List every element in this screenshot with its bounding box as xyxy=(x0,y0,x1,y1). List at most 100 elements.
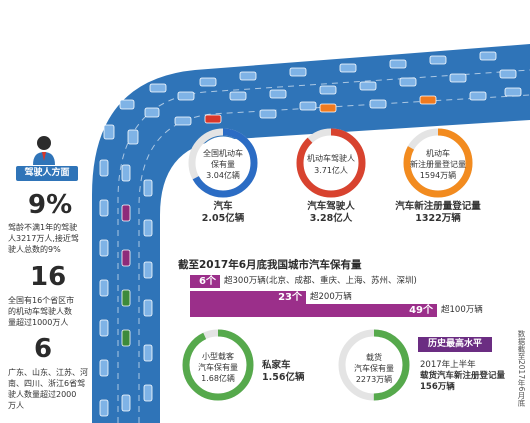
driver-section-badge: 驾驶人方面 xyxy=(16,166,78,181)
city-bar-2 xyxy=(190,291,306,304)
top-ring-2-center xyxy=(304,136,358,190)
car xyxy=(399,77,417,87)
city-bar-1 xyxy=(190,275,220,288)
ring5-inner-1: 载货 xyxy=(366,353,382,362)
top-rings xyxy=(188,128,473,198)
car xyxy=(504,87,522,97)
ring3-value: 1322万辆 xyxy=(415,213,461,224)
stat-16-desc-3: 量超过1000万人 xyxy=(8,318,69,327)
car xyxy=(119,99,135,110)
ring5-inner-3: 2273万辆 xyxy=(355,375,393,384)
ring2-inner-2: 3.71亿人 xyxy=(314,166,348,175)
city-bar-count-2: 23个 xyxy=(278,292,302,303)
car xyxy=(369,99,387,109)
car xyxy=(419,95,437,105)
ring4-inner-2: 汽车保有量 xyxy=(198,363,238,372)
city-bar-label-2: 超200万辆 xyxy=(310,292,352,302)
car xyxy=(143,384,153,402)
record-line-1: 2017年上半年 xyxy=(420,360,476,370)
car xyxy=(121,329,131,347)
car xyxy=(99,279,109,297)
car xyxy=(319,103,337,113)
record-line-2: 载货汽车新注册登记量 xyxy=(420,371,506,381)
car xyxy=(469,91,487,101)
stat-9-percent-desc-1: 驾龄不满1年的驾驶 xyxy=(8,223,78,232)
ring1-label: 汽车 xyxy=(213,201,233,212)
ring3-inner-1: 机动车 xyxy=(426,149,450,158)
top-ring-3-center xyxy=(411,136,465,190)
stat-16-desc-2: 的机动车驾驶人数 xyxy=(8,307,72,316)
car xyxy=(269,89,287,99)
record-badge: 历史最高水平 xyxy=(418,337,492,352)
car xyxy=(204,114,222,124)
top-ring-3 xyxy=(403,128,473,198)
stat-16-value: 16 xyxy=(30,262,67,292)
car xyxy=(143,179,153,197)
car xyxy=(429,55,447,65)
car xyxy=(99,159,109,177)
city-bar-3 xyxy=(190,304,437,317)
top-ring-2-arc xyxy=(296,128,366,198)
ring4-inner-1: 小型载客 xyxy=(202,352,234,361)
car xyxy=(121,164,131,182)
stat-6-desc-2: 南、四川、浙江6省驾 xyxy=(8,379,86,388)
ring2-label: 汽车驾驶人 xyxy=(307,201,355,212)
ring4-value: 1.56亿辆 xyxy=(262,372,305,383)
bottom-ring-2-arc xyxy=(338,329,410,401)
car xyxy=(143,219,153,237)
car xyxy=(143,299,153,317)
car xyxy=(99,359,109,377)
source-note: 数据截至2017年6月底 xyxy=(517,330,526,407)
car xyxy=(143,261,153,279)
city-bar-count-3: 49个 xyxy=(409,305,433,316)
car xyxy=(449,73,467,83)
bottom-ring-2-center xyxy=(346,337,402,393)
ring1-inner-1: 全国机动车 xyxy=(203,149,243,158)
car xyxy=(121,249,131,267)
ring5-inner-2: 汽车保有量 xyxy=(354,364,394,373)
car xyxy=(174,116,192,126)
car xyxy=(99,199,109,217)
top-ring-3-arc xyxy=(403,128,473,198)
stat-6-desc-4: 万人 xyxy=(8,401,24,410)
car xyxy=(149,83,167,93)
stat-9-percent-desc-3: 驶人总数的9% xyxy=(8,245,61,254)
car xyxy=(121,289,131,307)
stat-9-percent-value: 9% xyxy=(28,190,73,220)
stat-9-percent-desc-2: 人3217万人,接近驾 xyxy=(8,234,79,243)
car-fleet xyxy=(99,51,522,417)
ring3-inner-3: 1594万辆 xyxy=(419,171,457,180)
car xyxy=(389,59,407,69)
city-bar-count-1: 6个 xyxy=(199,276,216,287)
bottom-rings xyxy=(182,329,410,401)
car xyxy=(499,69,517,79)
ring1-inner-2: 保有量 xyxy=(211,160,235,169)
car xyxy=(99,399,109,417)
car xyxy=(479,51,497,61)
stat-6-desc-1: 广东、山东、江苏、河 xyxy=(8,368,88,377)
car xyxy=(121,394,131,412)
ring2-inner-1: 机动车驾驶人 xyxy=(307,154,355,163)
car xyxy=(289,67,307,77)
car xyxy=(144,107,160,118)
stat-6-desc-3: 驶人数量超过2000 xyxy=(8,390,77,399)
car xyxy=(199,77,217,87)
ring1-inner-3: 3.04亿辆 xyxy=(206,171,240,180)
car xyxy=(143,344,153,362)
ring1-value: 2.05亿辆 xyxy=(201,213,245,224)
person-icon xyxy=(33,136,55,165)
car xyxy=(99,239,109,257)
city-bar-label-3: 超100万辆 xyxy=(441,305,483,315)
bottom-ring-1 xyxy=(182,329,254,401)
ring4-label: 私家车 xyxy=(262,360,291,371)
bottom-ring-2 xyxy=(338,329,410,401)
car xyxy=(121,204,131,222)
bottom-ring-1-center xyxy=(190,337,246,393)
car xyxy=(359,81,377,91)
car xyxy=(177,91,195,101)
top-ring-1-center xyxy=(196,136,250,190)
ring3-label: 汽车新注册量登记量 xyxy=(395,201,481,212)
city-bar-label-1: 超300万辆(北京、成都、重庆、上海、苏州、深圳) xyxy=(224,276,417,286)
record-line-3: 156万辆 xyxy=(420,382,455,392)
